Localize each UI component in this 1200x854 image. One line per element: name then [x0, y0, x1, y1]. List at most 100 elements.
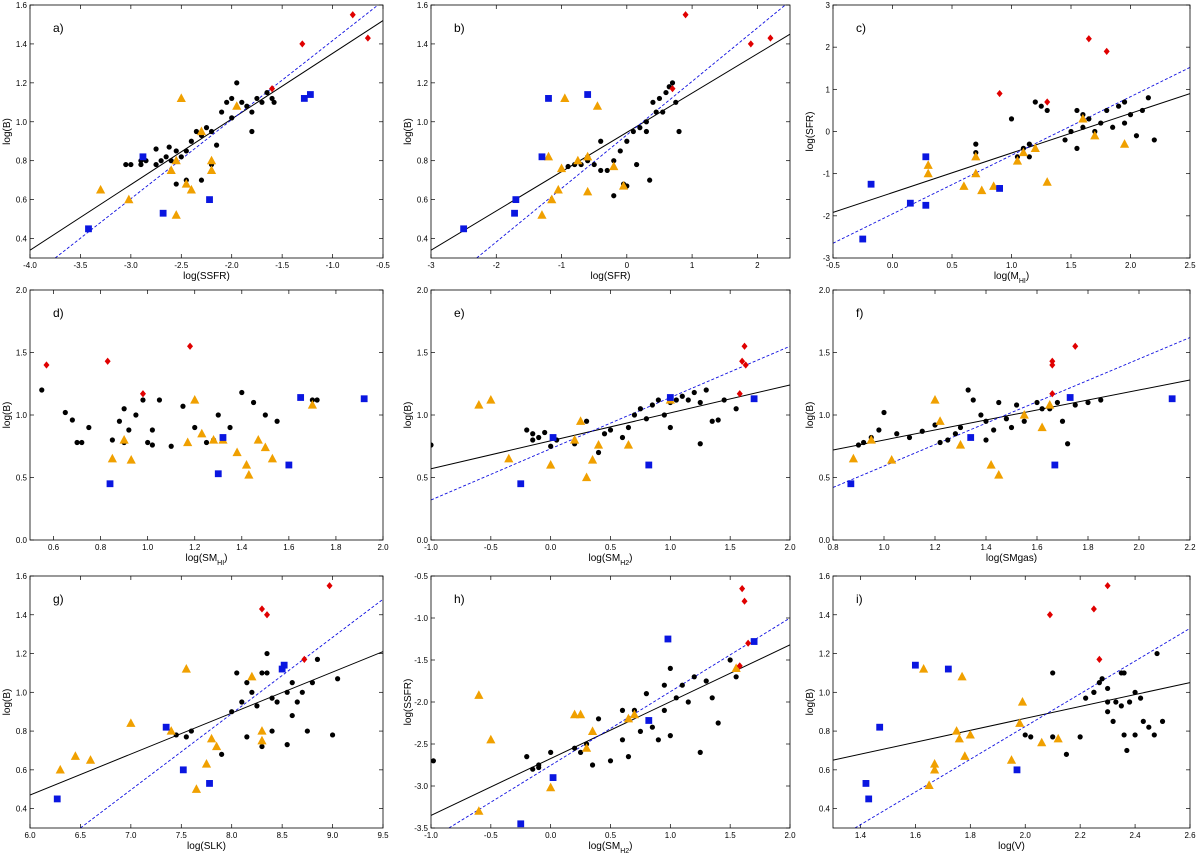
point-black [299, 689, 305, 695]
y-tick-label: 0.6 [819, 766, 831, 775]
x-tick-label: 1.2 [189, 543, 201, 552]
y-axis-label: log(B) [403, 118, 414, 145]
point-black [1113, 699, 1119, 705]
plot-frame [832, 289, 1191, 541]
point-orange [951, 726, 962, 735]
y-tick-label: 1.2 [16, 650, 28, 659]
point-orange [581, 472, 592, 482]
point-black [229, 115, 235, 121]
y-tick-label: 1.4 [819, 611, 831, 620]
point-blue [666, 394, 674, 401]
point-orange [1015, 718, 1025, 727]
point-black [631, 412, 638, 418]
point-black [598, 167, 604, 174]
point-black [685, 397, 691, 403]
point-black [1133, 133, 1140, 139]
fit-line-solid [431, 384, 790, 470]
point-black [715, 417, 721, 423]
point-orange [629, 709, 640, 719]
point-black [224, 99, 230, 105]
y-axis-label: log(B) [805, 689, 816, 716]
point-black [39, 387, 45, 393]
point-black [643, 416, 650, 422]
point-blue [750, 638, 758, 645]
x-axis-label: log(SSFR) [183, 271, 230, 282]
point-black [983, 418, 989, 424]
point-orange [1042, 177, 1052, 186]
point-orange [960, 751, 970, 760]
point-black [262, 412, 268, 418]
point-red [1072, 342, 1079, 350]
point-orange [186, 184, 196, 194]
plot-frame [832, 4, 1191, 259]
point-black [227, 424, 233, 431]
point-orange [191, 784, 202, 793]
point-black [715, 720, 721, 726]
fit-line-solid [30, 651, 383, 796]
point-orange [924, 780, 934, 789]
y-tick-label: 0.5 [819, 474, 831, 483]
x-tick-label: 1.8 [965, 831, 977, 840]
point-orange [176, 93, 186, 103]
x-axis-label: log(SLK) [187, 841, 226, 852]
y-tick-label: 2.0 [16, 286, 28, 295]
point-black [1063, 751, 1070, 757]
point-orange [1037, 737, 1047, 747]
point-black [709, 418, 715, 424]
point-orange [181, 664, 191, 673]
point-blue [206, 196, 213, 204]
point-black [219, 751, 225, 757]
point-orange [107, 453, 117, 463]
point-orange [196, 126, 207, 136]
panel-label: a) [53, 21, 64, 35]
point-black [733, 406, 739, 412]
point-black [548, 749, 554, 756]
point-black [1151, 137, 1157, 143]
y-tick-label: 2.0 [819, 286, 831, 295]
point-black [661, 682, 667, 688]
y-tick-label: 1.2 [417, 79, 429, 88]
point-black [1026, 154, 1032, 160]
point-black [619, 707, 626, 714]
point-orange [241, 460, 252, 469]
y-tick-label: 0.5 [16, 474, 28, 483]
point-black [703, 678, 709, 684]
point-black [577, 749, 584, 756]
point-red [1049, 357, 1056, 365]
point-black [881, 409, 887, 416]
y-axis-label: log(B) [805, 402, 816, 429]
x-tick-label: 1.8 [330, 543, 342, 552]
point-black [625, 424, 632, 431]
y-tick-label: 1.5 [819, 349, 831, 358]
plot-area [431, 5, 790, 258]
point-orange [573, 155, 583, 165]
x-tick-label: -2 [493, 261, 501, 270]
point-orange [190, 395, 200, 404]
point-black [158, 158, 164, 164]
point-black [691, 674, 697, 680]
point-orange [977, 185, 987, 195]
point-black [876, 427, 882, 433]
point-orange [70, 751, 80, 760]
point-black [1137, 695, 1144, 701]
x-tick-label: 1.0 [1006, 261, 1018, 270]
point-black [679, 393, 685, 399]
y-tick-label: 1.6 [16, 1, 28, 10]
x-axis-label: log(V) [998, 841, 1025, 852]
point-black [269, 95, 275, 102]
point-black [595, 449, 602, 456]
point-orange [965, 729, 975, 739]
point-black [431, 758, 436, 764]
point-red [301, 655, 308, 663]
point-red [669, 85, 676, 93]
x-tick-label: -2.5 [174, 261, 188, 270]
y-tick-label: 0.4 [819, 805, 831, 814]
point-black [62, 409, 68, 416]
point-blue [750, 395, 758, 403]
point-black [1096, 680, 1102, 686]
point-blue [517, 480, 525, 488]
fit-line-solid [833, 379, 1190, 451]
point-orange [919, 664, 929, 673]
y-tick-label: 1.4 [16, 611, 28, 620]
point-black [1014, 402, 1020, 408]
